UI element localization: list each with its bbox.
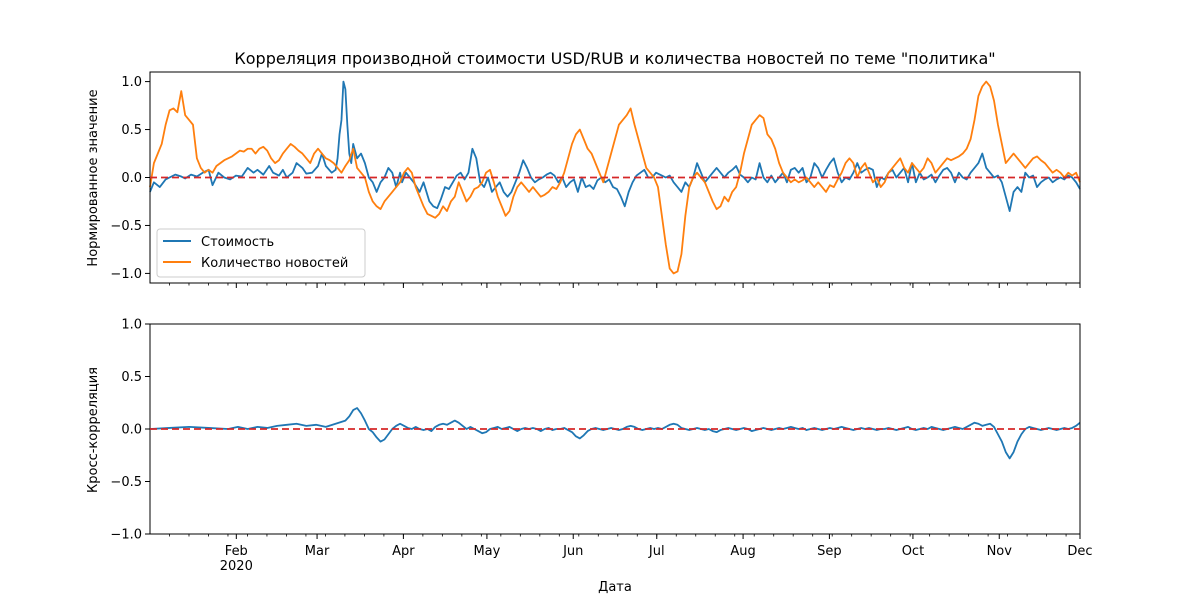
- y-tick-label: −1.0: [110, 528, 142, 543]
- price-series-line: [149, 80, 1081, 212]
- x-tick-label: Apr: [392, 544, 415, 559]
- bottom-y-axis-ticks: 1.0 0.5 0.0 −0.5 −1.0: [110, 318, 150, 543]
- x-tick-label: Oct: [902, 544, 924, 559]
- x-tick-label: Sep: [817, 544, 842, 559]
- y-tick-label: −0.5: [110, 219, 142, 234]
- y-tick-label: 0.0: [121, 423, 142, 438]
- x-tick-label: Aug: [730, 544, 755, 559]
- news-series-line: [149, 80, 1081, 275]
- y-tick-label: 1.0: [121, 318, 142, 333]
- legend-label-price: Стоимость: [201, 235, 274, 250]
- top-y-axis-ticks: 1.0 0.5 0.0 −0.5 −1.0: [110, 75, 150, 282]
- y-tick-label: 1.0: [121, 75, 142, 90]
- y-tick-label: 0.0: [121, 171, 142, 186]
- legend-label-news: Количество новостей: [201, 256, 348, 271]
- top-series-lines: [149, 80, 1081, 275]
- x-tick-sublabel: 2020: [220, 559, 253, 574]
- legend-box: [156, 228, 366, 278]
- x-tick-label: Dec: [1067, 544, 1092, 559]
- y-tick-label: 0.5: [121, 370, 142, 385]
- x-tick-label: May: [473, 544, 500, 559]
- x-tick-label: Mar: [305, 544, 330, 559]
- y-tick-label: −0.5: [110, 475, 142, 490]
- x-tick-label: Jul: [648, 544, 665, 559]
- y-tick-label: −1.0: [110, 267, 142, 282]
- top-y-axis-label: Нормированное значение: [86, 89, 101, 266]
- bottom-y-axis-label: Кросс-корреляция: [86, 367, 101, 493]
- x-tick-label: Feb: [225, 544, 248, 559]
- chart-title: Корреляция производной стоимости USD/RUB…: [234, 49, 995, 68]
- y-tick-label: 0.5: [121, 123, 142, 138]
- x-tick-label: Jun: [562, 544, 583, 559]
- legend: Стоимость Количество новостей: [156, 228, 366, 278]
- x-axis-label: Дата: [598, 580, 632, 595]
- x-tick-label: Nov: [987, 544, 1013, 559]
- top-panel: 1.0 0.5 0.0 −0.5 −1.0 Нормированное значение…: [86, 71, 1081, 288]
